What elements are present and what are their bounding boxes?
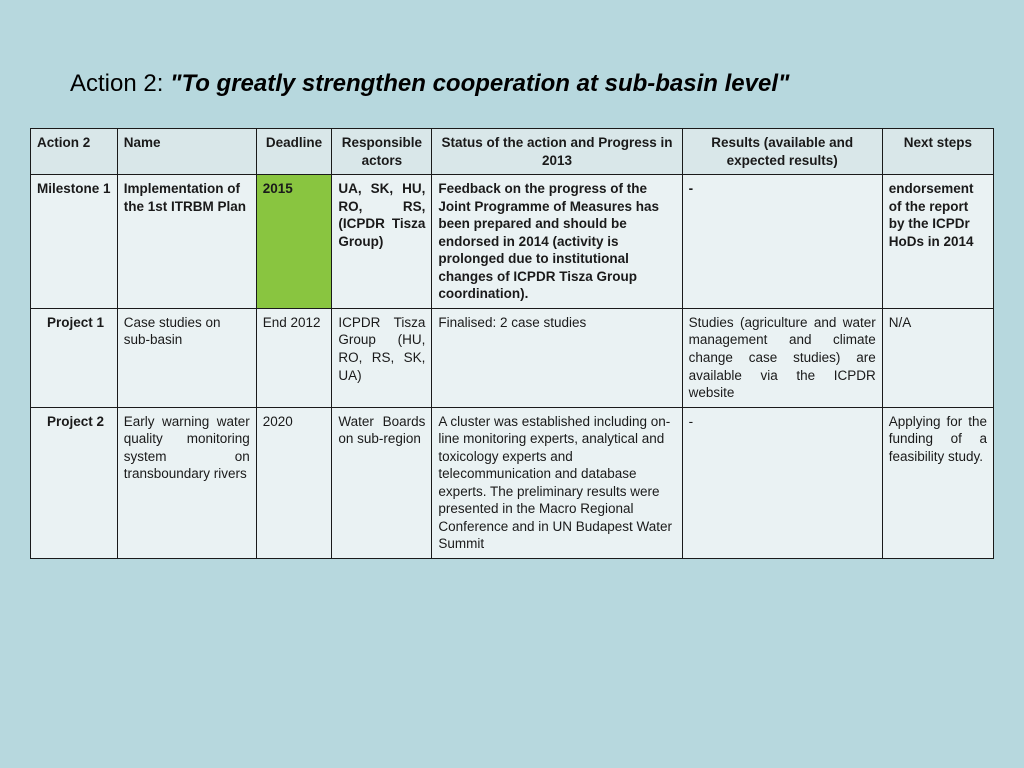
table-row: Project 1Case studies on sub-basinEnd 20… bbox=[31, 308, 994, 407]
cell-status: Feedback on the progress of the Joint Pr… bbox=[432, 175, 682, 309]
title-main: "To greatly strengthen cooperation at su… bbox=[170, 70, 789, 97]
cell-actors: Water Boards on sub-region bbox=[332, 407, 432, 558]
cell-results: - bbox=[682, 407, 882, 558]
cell-results: - bbox=[682, 175, 882, 309]
header-next: Next steps bbox=[882, 129, 993, 175]
title-prefix: Action 2: bbox=[70, 70, 170, 97]
header-status: Status of the action and Progress in 201… bbox=[432, 129, 682, 175]
cell-action-label: Project 2 bbox=[31, 407, 118, 558]
cell-results: Studies (agriculture and water managemen… bbox=[682, 308, 882, 407]
action-table: Action 2 Name Deadline Responsible actor… bbox=[30, 128, 994, 559]
cell-action-label: Milestone 1 bbox=[31, 175, 118, 309]
cell-status: Finalised: 2 case studies bbox=[432, 308, 682, 407]
cell-action-label: Project 1 bbox=[31, 308, 118, 407]
cell-actors: ICPDR Tisza Group (HU, RO, RS, SK, UA) bbox=[332, 308, 432, 407]
cell-next: Applying for the funding of a feasibilit… bbox=[882, 407, 993, 558]
table-row: Project 2Early warning water quality mon… bbox=[31, 407, 994, 558]
cell-name: Implementation of the 1st ITRBM Plan bbox=[117, 175, 256, 309]
cell-deadline: End 2012 bbox=[256, 308, 332, 407]
header-action: Action 2 bbox=[31, 129, 118, 175]
cell-next: endorsement of the report by the ICPDr H… bbox=[882, 175, 993, 309]
cell-actors: UA, SK, HU, RO, RS, (ICPDR Tisza Group) bbox=[332, 175, 432, 309]
cell-status: A cluster was established including on-l… bbox=[432, 407, 682, 558]
header-results: Results (available and expected results) bbox=[682, 129, 882, 175]
header-actors: Responsible actors bbox=[332, 129, 432, 175]
header-name: Name bbox=[117, 129, 256, 175]
cell-deadline: 2015 bbox=[256, 175, 332, 309]
table-row: Milestone 1Implementation of the 1st ITR… bbox=[31, 175, 994, 309]
header-row: Action 2 Name Deadline Responsible actor… bbox=[31, 129, 994, 175]
cell-name: Case studies on sub-basin bbox=[117, 308, 256, 407]
cell-next: N/A bbox=[882, 308, 993, 407]
header-deadline: Deadline bbox=[256, 129, 332, 175]
page-title: Action 2: "To greatly strengthen coopera… bbox=[70, 70, 994, 98]
cell-deadline: 2020 bbox=[256, 407, 332, 558]
cell-name: Early warning water quality monitoring s… bbox=[117, 407, 256, 558]
